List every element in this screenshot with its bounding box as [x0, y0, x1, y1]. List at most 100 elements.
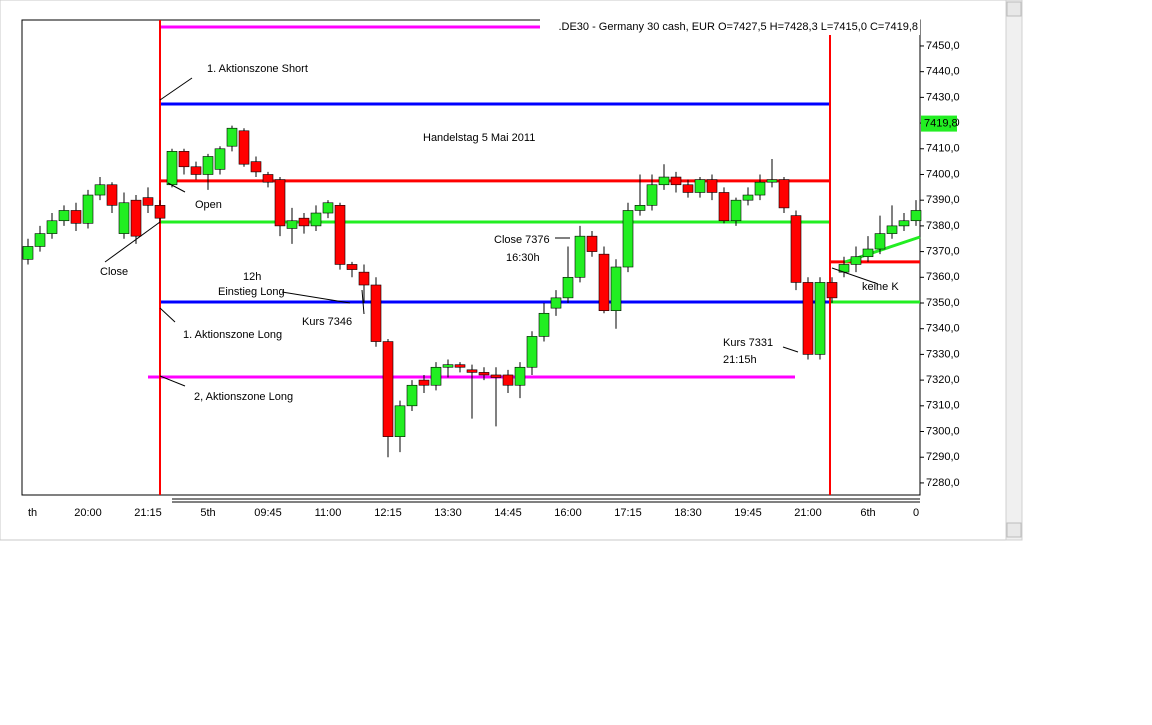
candle-body: [478, 372, 490, 376]
candle-body: [898, 220, 910, 227]
x-tick-label: th: [28, 507, 37, 519]
candle-body: [154, 205, 166, 219]
y-tick-label: 7330,0: [926, 348, 960, 360]
annotation: 21:15h: [723, 354, 757, 366]
x-tick-label: 0: [913, 507, 919, 519]
x-tick-label: 12:15: [374, 507, 402, 519]
candle-body: [442, 364, 454, 368]
y-tick-label: 7310,0: [926, 400, 960, 412]
candle-body: [274, 179, 286, 227]
y-tick-label: 7340,0: [926, 323, 960, 335]
y-tick-label: 7320,0: [926, 374, 960, 386]
candle-body: [70, 210, 82, 224]
connector: [167, 182, 186, 193]
candle-body: [646, 184, 658, 206]
annotation: Einstieg Long: [218, 286, 285, 298]
candle-body: [394, 405, 406, 437]
candle-body: [358, 271, 370, 286]
x-tick-label: 17:15: [614, 507, 642, 519]
candle-body: [238, 130, 250, 165]
scroll-up[interactable]: [1006, 1, 1022, 17]
candle-body: [802, 282, 814, 355]
candle-body: [490, 374, 502, 378]
x-tick-label: 21:00: [794, 507, 822, 519]
candle-body: [286, 220, 298, 229]
annotation: Handelstag 5 Mai 2011: [423, 132, 535, 144]
candle-body: [418, 379, 430, 386]
candle-body: [634, 205, 646, 211]
annotation: Open: [195, 199, 222, 211]
annotation: 12h: [243, 271, 261, 283]
candle-body: [730, 199, 742, 222]
y-tick-label: 7440,0: [926, 66, 960, 78]
x-tick-label: 19:45: [734, 507, 762, 519]
chart-title: .DE30 - Germany 30 cash, EUR O=7427,5 H=…: [558, 21, 918, 33]
x-tick-label: 13:30: [434, 507, 462, 519]
candle-body: [886, 225, 898, 234]
connectors: [104, 77, 879, 387]
candle-body: [538, 312, 550, 337]
candle-body: [622, 210, 634, 268]
candle-body: [814, 282, 826, 355]
candle-body: [466, 369, 478, 373]
x-tick-label: 18:30: [674, 507, 702, 519]
y-tick-label: 7450,0: [926, 40, 960, 52]
candle-body: [562, 276, 574, 299]
candle-body: [454, 364, 466, 368]
candle-body: [742, 194, 754, 201]
candle-body: [94, 184, 106, 196]
x-tick-label: 6th: [860, 507, 875, 519]
x-tick-label: 09:45: [254, 507, 282, 519]
candle-body: [706, 179, 718, 193]
x-tick-label: 14:45: [494, 507, 522, 519]
candle-body: [430, 366, 442, 386]
candle-body: [694, 179, 706, 193]
connector: [281, 291, 351, 304]
candle-body: [34, 233, 46, 247]
candle-body: [514, 366, 526, 386]
plot-frame: [21, 19, 921, 496]
y-tick-label: 7370,0: [926, 245, 960, 257]
connector: [831, 267, 879, 285]
candle-body: [262, 174, 274, 183]
candle-body: [718, 192, 730, 222]
candle-body: [142, 197, 154, 206]
candle-body: [166, 151, 178, 186]
candle-body: [82, 194, 94, 224]
scrollbar[interactable]: [1005, 0, 1023, 541]
title-bg: [540, 19, 920, 35]
candle-body: [754, 181, 766, 196]
candle-body: [226, 127, 238, 147]
candle-body: [310, 212, 322, 227]
candle-body: [298, 217, 310, 227]
connector: [159, 307, 176, 323]
annotation: 1. Aktionszone Long: [183, 329, 282, 341]
y-tick-label: 7360,0: [926, 271, 960, 283]
candle-body: [862, 248, 874, 258]
annotation: keine K: [862, 281, 899, 293]
annotation: 1. Aktionszone Short: [207, 63, 308, 75]
y-tick-label: 7300,0: [926, 425, 960, 437]
x-tick-label: 5th: [200, 507, 215, 519]
connector: [361, 289, 365, 315]
candle-body: [58, 210, 70, 222]
candle-body: [130, 199, 142, 237]
y-tick-label: 7410,0: [926, 143, 960, 155]
connector: [104, 221, 161, 263]
last-price-label: 7419,8: [924, 117, 958, 129]
annotation: 16:30h: [506, 252, 540, 264]
candle-body: [334, 205, 346, 265]
candle-body: [610, 266, 622, 312]
connector: [782, 346, 799, 353]
candle-body: [574, 235, 586, 278]
candle-body: [598, 253, 610, 312]
connector: [159, 77, 193, 101]
scroll-down[interactable]: [1006, 522, 1022, 538]
y-tick-label: 7290,0: [926, 451, 960, 463]
last-price-box: [921, 115, 957, 132]
candle-body: [22, 246, 34, 260]
candle-body: [658, 176, 670, 186]
x-tick-label: 16:00: [554, 507, 582, 519]
candle-body: [526, 336, 538, 368]
candle-body: [118, 202, 130, 234]
